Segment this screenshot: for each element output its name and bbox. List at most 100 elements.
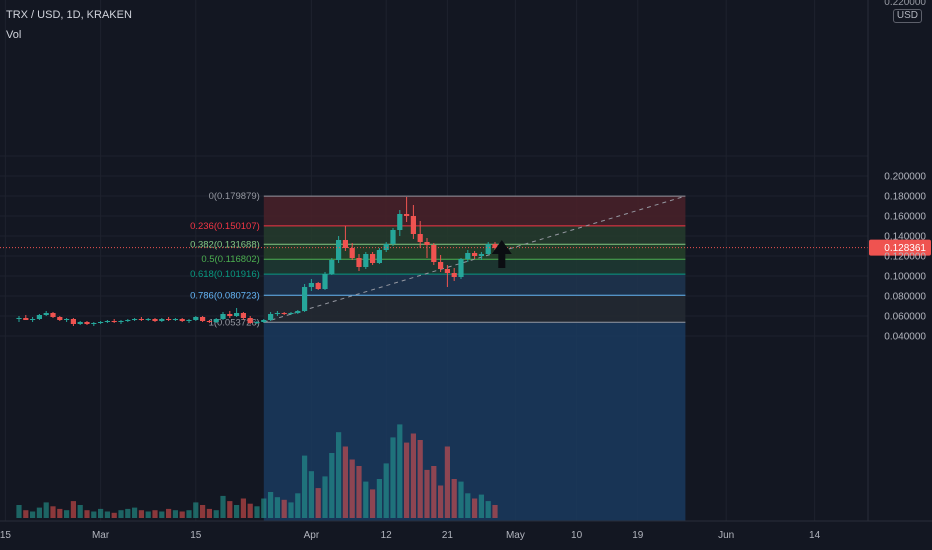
symbol-title[interactable]: TRX / USD, 1D, KRAKEN	[6, 9, 132, 21]
price-axis[interactable]	[867, 0, 932, 521]
candle-body	[261, 320, 267, 322]
volume-bar	[370, 489, 376, 518]
currency-badge[interactable]: USD	[892, 9, 922, 23]
volume-bar	[220, 495, 226, 518]
fib-level-label: 0.236(0.150107)	[190, 221, 260, 232]
fib-level-label: 1(0.053726)	[209, 317, 260, 328]
volume-indicator-label[interactable]: Vol	[6, 29, 22, 41]
price-tick-label: 0.060000	[884, 312, 926, 323]
candle	[84, 321, 90, 325]
candle-body	[16, 318, 22, 319]
volume-bar	[159, 511, 165, 518]
candle-body	[77, 322, 83, 324]
candle	[23, 315, 29, 320]
time-axis[interactable]	[0, 520, 932, 550]
volume-bar	[43, 502, 49, 518]
candle-body	[444, 269, 450, 273]
time-tick-label: Apr	[304, 530, 320, 541]
volume-bar	[410, 433, 416, 518]
candle	[206, 320, 212, 323]
candle	[288, 312, 294, 315]
arrow-up-shape	[491, 240, 512, 268]
candle-body	[465, 253, 471, 259]
volume-bar	[30, 511, 36, 518]
candle-body	[84, 322, 90, 324]
candle-body	[166, 319, 172, 320]
candle	[370, 252, 376, 265]
candle-body	[478, 254, 484, 256]
candle-body	[424, 242, 430, 245]
volume-bar	[132, 507, 138, 518]
candle-body	[431, 245, 437, 262]
volume-bar	[336, 432, 342, 518]
volume-bar	[438, 485, 444, 518]
candle	[186, 319, 192, 323]
time-axis-bg	[0, 521, 932, 550]
volume-bar	[152, 510, 158, 518]
fib-zone	[263, 295, 686, 323]
candle	[111, 319, 117, 323]
price-tick-label: 0.040000	[884, 332, 926, 343]
volume-bar	[376, 479, 382, 518]
candle	[451, 268, 457, 281]
candle-body	[145, 319, 151, 320]
volume-bar	[485, 501, 491, 518]
fib-zone	[263, 225, 686, 245]
candle	[410, 205, 416, 239]
candle	[172, 318, 178, 321]
candle	[77, 321, 83, 325]
candle	[438, 255, 444, 272]
fib-zone	[263, 196, 686, 226]
candle-series[interactable]	[16, 197, 498, 326]
candle-body	[417, 234, 423, 242]
time-tick-label: 15	[0, 530, 11, 541]
arrow-up-icon[interactable]	[491, 240, 512, 268]
candle-body	[70, 319, 76, 324]
candle-body	[138, 319, 144, 320]
candle	[179, 318, 185, 322]
volume-bar	[397, 424, 403, 518]
candle	[268, 312, 274, 321]
volume-bar	[64, 510, 70, 518]
candle	[397, 210, 403, 236]
candle	[492, 242, 498, 250]
candle	[152, 318, 158, 322]
volume-bar	[179, 511, 185, 518]
volume-bar	[458, 481, 464, 518]
candle-body	[104, 321, 110, 322]
candle-body	[125, 320, 131, 321]
fib-zone	[263, 259, 686, 275]
time-tick-label: 14	[809, 530, 821, 541]
fib-zone	[263, 274, 686, 296]
volume-bar	[390, 437, 396, 518]
candle-body	[404, 214, 410, 216]
volume-bar	[465, 493, 471, 518]
candle-body	[64, 319, 70, 320]
candle-body	[342, 240, 348, 248]
volume-bar	[125, 508, 131, 518]
fib-level-label: 0.382(0.131688)	[190, 239, 260, 250]
candle	[200, 316, 206, 322]
candle	[91, 322, 97, 326]
time-tick-label: 12	[381, 530, 393, 541]
candle	[417, 221, 423, 248]
volume-bar	[349, 459, 355, 518]
candle-body	[370, 254, 376, 263]
volume-bar	[111, 512, 117, 518]
candle-body	[227, 314, 233, 316]
candle	[118, 320, 124, 324]
candle-body	[159, 319, 165, 321]
fib-retracement[interactable]	[263, 195, 686, 521]
price-tick-label: 0.100000	[884, 272, 926, 283]
candle	[16, 316, 22, 322]
candle-body	[288, 313, 294, 314]
candle-body	[308, 283, 314, 287]
candle	[329, 258, 335, 275]
candle-body	[302, 287, 308, 311]
candle-body	[397, 214, 403, 230]
candle	[213, 318, 219, 323]
volume-bar	[16, 505, 22, 518]
volume-bar	[363, 481, 369, 518]
time-tick-label: 19	[632, 530, 644, 541]
